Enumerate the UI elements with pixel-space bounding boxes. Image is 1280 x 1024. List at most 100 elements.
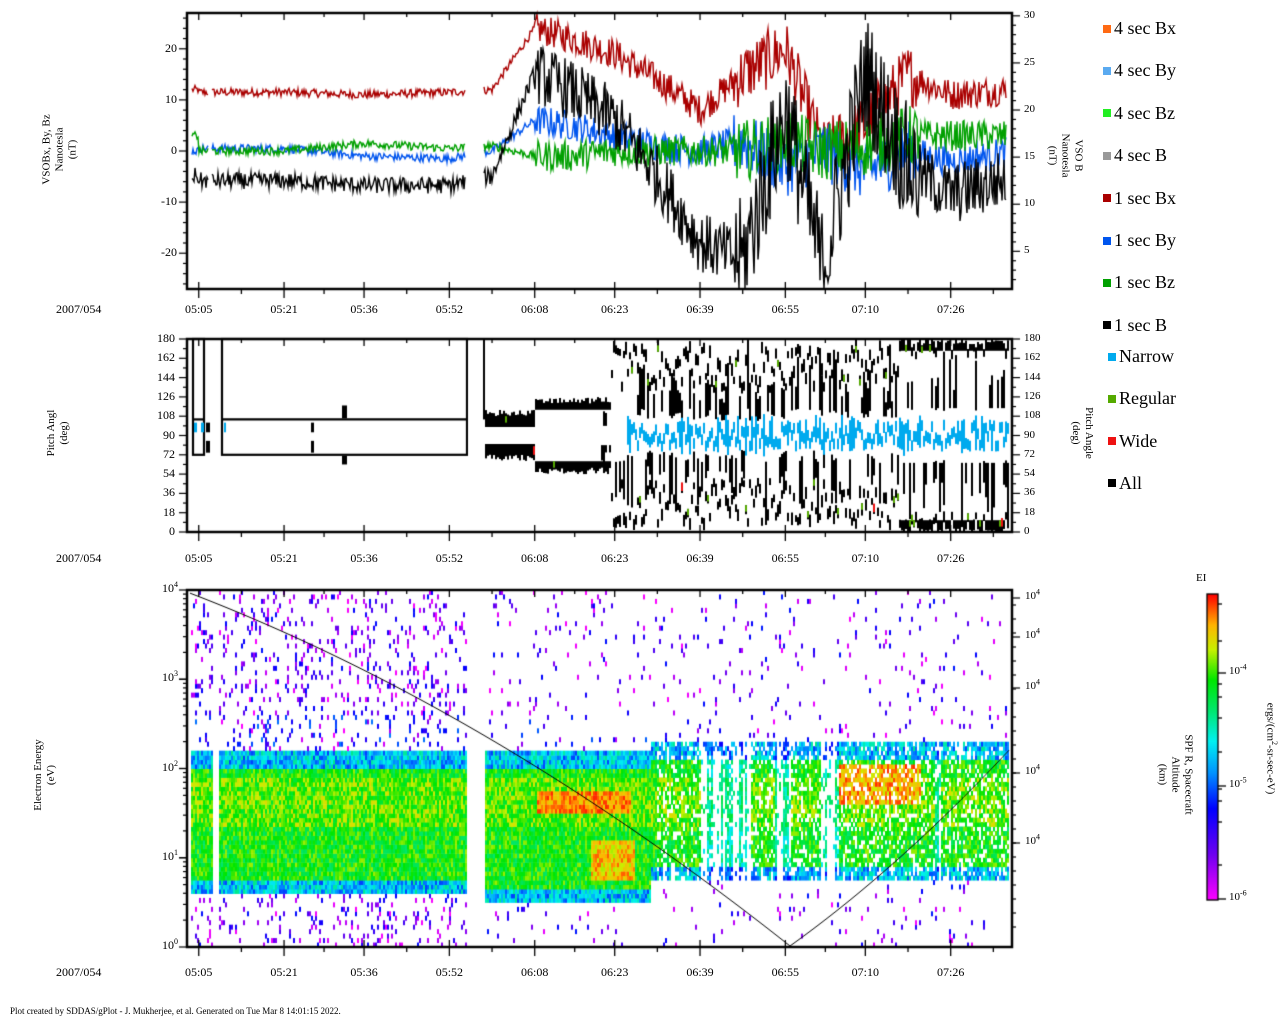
x-tick-label: 05:21: [270, 965, 298, 979]
colorbar-tick-label: 10-5: [1229, 775, 1247, 790]
y-tick-label: 144: [157, 369, 175, 384]
y-tick-label: 0: [171, 143, 177, 157]
y-tick-label: 126: [157, 388, 175, 403]
legend-label: 4 sec B: [1114, 145, 1167, 166]
legend-swatch-icon: [1103, 194, 1111, 203]
x-tick-label: 06:55: [771, 965, 800, 979]
x-tick-label: 05:05: [185, 551, 213, 565]
y-tick-label: 20: [165, 40, 177, 55]
label-line: Nanotesla: [53, 127, 66, 172]
x-tick-label: 06:23: [601, 551, 629, 565]
y-tick-label: 5: [1024, 244, 1030, 257]
legend-label: Regular: [1119, 388, 1176, 409]
spectrogram-left-axis-label: Electron Energy (eV): [32, 715, 58, 835]
legend-label: Wide: [1119, 430, 1158, 451]
label-line: SPF R, Spacecraft: [1182, 734, 1195, 815]
x-tick-label: 06:55: [771, 551, 800, 565]
legend-swatch-icon: [1108, 394, 1116, 403]
y-tick-label: 104: [162, 580, 178, 596]
y-tick-label: 126: [1024, 389, 1041, 402]
y-tick-label: 144: [1024, 370, 1041, 383]
legend-swatch-icon: [1103, 66, 1111, 75]
y-tick-label: 0: [169, 524, 175, 538]
y-tick-label: -10: [161, 194, 177, 209]
legend-swatch-icon: [1108, 352, 1116, 361]
label-line: Pitch Angl: [45, 409, 57, 457]
mag-plot-canvas: [0, 0, 1280, 300]
y-tick-label: 90: [1024, 428, 1035, 441]
legend-swatch-icon: [1108, 479, 1116, 488]
spectrogram-right-axis-label: SPF R, Spacecraft Altitude (km): [1156, 710, 1195, 840]
legend-item: 4 sec By: [1103, 60, 1176, 81]
legend-item: All: [1108, 473, 1142, 494]
x-tick-label: 07:10: [851, 551, 880, 565]
x-tick-label: 05:05: [185, 302, 213, 316]
legend-label: 1 sec B: [1114, 314, 1167, 335]
label-line: Altitude: [1169, 756, 1182, 793]
y-tick-label: 104: [1025, 832, 1040, 847]
x-tick-label: 07:10: [851, 302, 880, 316]
legend-label: 1 sec Bz: [1114, 272, 1175, 293]
legend-item: 1 sec Bx: [1103, 188, 1176, 209]
y-tick-label: 30: [1024, 8, 1035, 21]
x-tick-label: 06:55: [771, 302, 800, 316]
y-tick-label: 72: [1024, 447, 1035, 460]
y-tick-label: 162: [157, 350, 175, 365]
label-line: VSO B: [1072, 139, 1085, 172]
x-tick-label: 06:08: [521, 965, 549, 979]
y-tick-label: 180: [1024, 332, 1041, 344]
y-tick-label: 20: [1024, 103, 1035, 116]
x-tick-label: 07:10: [851, 965, 880, 979]
legend-item: Regular: [1108, 388, 1176, 409]
spectrogram-canvas: [0, 570, 1280, 970]
x-tick-label: 06:39: [686, 302, 714, 316]
legend-item: Narrow: [1108, 346, 1174, 367]
y-tick-label: 54: [1024, 467, 1035, 480]
legend-item: 1 sec B: [1103, 315, 1167, 336]
label-line: (deg): [58, 421, 70, 445]
label-line: (eV): [45, 764, 57, 786]
label-line: Nanotesla: [1059, 133, 1072, 178]
legend-swatch-icon: [1103, 278, 1111, 287]
label-line: (km): [1156, 763, 1169, 786]
legend-label: Narrow: [1119, 346, 1174, 366]
x-tick-label: 06:39: [686, 551, 714, 565]
label-line: (nT): [1046, 145, 1059, 166]
y-tick-label: 100: [162, 937, 178, 953]
legend-item: 4 sec Bx: [1103, 18, 1176, 39]
label-line: (nT): [66, 139, 79, 160]
y-tick-label: 18: [163, 504, 175, 519]
y-tick-label: 104: [1025, 762, 1040, 777]
y-tick-label: 18: [1024, 505, 1035, 518]
y-tick-label: 104: [1025, 626, 1040, 641]
x-tick-label: 06:23: [601, 302, 629, 316]
plot-footer: Plot created by SDDAS/gPlot - J. Mukherj…: [10, 1006, 341, 1016]
x-tick-label: 05:21: [270, 551, 298, 565]
x-tick-label: 07:26: [936, 551, 965, 565]
legend-item: 1 sec By: [1103, 230, 1176, 251]
x-tick-label: 05:52: [435, 551, 464, 565]
pitch-right-axis-label: Pitch Angle (deg): [1069, 383, 1095, 483]
x-tick-label: 06:23: [601, 965, 629, 979]
x-tick-label: 06:08: [521, 302, 549, 316]
legend-swatch-icon: [1108, 437, 1116, 446]
legend-label: 1 sec Bx: [1114, 187, 1176, 208]
legend-label: 4 sec Bz: [1114, 102, 1175, 123]
legend-swatch-icon: [1103, 321, 1111, 330]
x-tick-label: 06:39: [686, 965, 714, 979]
legend-label: 4 sec By: [1114, 60, 1176, 81]
y-tick-label: 25: [1024, 55, 1035, 68]
y-tick-label: 162: [1024, 351, 1041, 364]
legend-swatch-icon: [1103, 151, 1111, 160]
y-tick-label: -20: [161, 245, 177, 260]
x-tick-label: 05:21: [270, 302, 298, 316]
y-tick-label: 103: [162, 669, 178, 685]
y-tick-label: 0: [1024, 525, 1030, 537]
legend-label: 4 sec Bx: [1114, 18, 1176, 38]
y-tick-label: 36: [1024, 486, 1035, 499]
legend-item: Wide: [1108, 431, 1157, 452]
colorbar-tick-label: 10-4: [1229, 662, 1247, 677]
label-line: VSOBx, By, Bz: [40, 114, 53, 185]
y-tick-label: 36: [163, 485, 175, 500]
legend-swatch-icon: [1103, 24, 1111, 33]
